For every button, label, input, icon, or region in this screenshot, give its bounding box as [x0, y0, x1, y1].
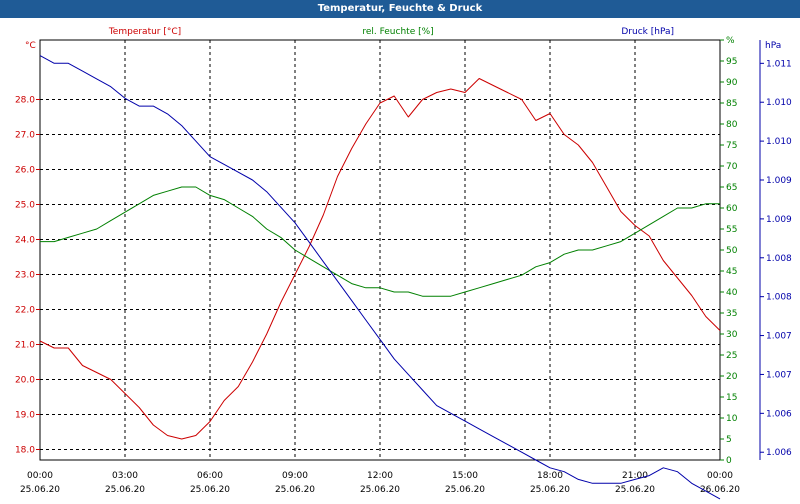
pressure-series-line: [39, 55, 721, 500]
series-lines: [39, 55, 721, 500]
humidity-tick-label: 85: [726, 99, 737, 109]
humidity-tick-label: 70: [726, 162, 738, 172]
date-tick-label: 25.06.20: [530, 485, 570, 495]
pressure-axis-label: Druck [hPa]: [621, 27, 674, 37]
temperature-tick-label: 23.0: [15, 271, 35, 281]
temperature-axis: 18.0 19.0 20.0 21.0 22.0 23.0 24.0 25.0 26.0 27.0…: [15, 41, 40, 456]
date-tick-label: 25.06.20: [275, 485, 315, 495]
pressure-tick-label: 1.007: [766, 332, 792, 342]
temperature-tick-label: 24.0: [15, 236, 35, 246]
humidity-tick-label: 95: [726, 57, 737, 67]
line-chart: 18.0 19.0 20.0 21.0 22.0 23.0 24.0 25.0 26.0 27.0…: [0, 18, 800, 500]
temperature-tick-label: 26.0: [15, 166, 35, 176]
time-tick-label: 18:00: [537, 471, 563, 481]
date-tick-label: 25.06.20: [190, 485, 230, 495]
temperature-tick-label: 25.0: [15, 201, 35, 211]
date-tick-label: 25.06.20: [105, 485, 145, 495]
time-tick-label: 06:00: [197, 471, 223, 481]
time-axis: 00:00 25.06.20 03:00 25.06.20 06:00 25.06.20 0…: [20, 471, 740, 495]
pressure-unit: hPa: [765, 41, 781, 51]
pressure-tick-label: 1.008: [766, 293, 792, 303]
pressure-tick-label: 1.006: [766, 409, 792, 419]
temperature-axis-label: Temperatur [°C]: [108, 27, 181, 37]
time-tick-label: 12:00: [367, 471, 393, 481]
temperature-unit: °C: [25, 41, 36, 51]
humidity-tick-label: 10: [726, 414, 738, 424]
humidity-tick-label: 5: [726, 435, 732, 445]
humidity-tick-label: 20: [726, 372, 738, 382]
temperature-tick-label: 19.0: [15, 411, 35, 421]
temperature-tick-label: 27.0: [15, 131, 35, 141]
humidity-tick-label: 35: [726, 309, 737, 319]
date-tick-label: 25.06.20: [20, 485, 60, 495]
pressure-tick-label: 1.011: [766, 59, 792, 69]
humidity-tick-label: 60: [726, 204, 738, 214]
humidity-series-line: [40, 186, 720, 297]
pressure-axis: 1.006 1.006 1.007 1.007 1.008 1.008 1.009 1.009…: [759, 40, 792, 460]
humidity-tick-label: 65: [726, 183, 737, 193]
date-tick-label: 25.06.20: [360, 485, 400, 495]
time-tick-label: 03:00: [112, 471, 138, 481]
time-tick-label: 00:00: [707, 471, 733, 481]
humidity-tick-label: 40: [726, 288, 738, 298]
pressure-tick-label: 1.010: [766, 98, 792, 108]
pressure-tick-label: 1.010: [766, 137, 792, 147]
time-tick-label: 09:00: [282, 471, 308, 481]
humidity-tick-label: 75: [726, 141, 737, 151]
chart-area: 18.0 19.0 20.0 21.0 22.0 23.0 24.0 25.0 26.0 27.0…: [0, 18, 800, 500]
temperature-series-line: [39, 78, 721, 440]
pressure-tick-label: 1.007: [766, 370, 792, 380]
pressure-tick-label: 1.006: [766, 448, 792, 458]
date-tick-label: 26.06.20: [700, 485, 740, 495]
temperature-tick-label: 18.0: [15, 446, 35, 456]
humidity-tick-label: 25: [726, 351, 737, 361]
humidity-tick-label: 50: [726, 246, 738, 256]
temperature-tick-label: 28.0: [15, 96, 35, 106]
humidity-axis-label: rel. Feuchte [%]: [362, 27, 433, 37]
time-tick-label: 15:00: [452, 471, 478, 481]
humidity-tick-label: 80: [726, 120, 738, 130]
humidity-tick-label: 90: [726, 78, 738, 88]
pressure-tick-label: 1.009: [766, 176, 792, 186]
pressure-tick-label: 1.008: [766, 254, 792, 264]
humidity-tick-label: 0: [726, 456, 732, 466]
time-tick-label: 00:00: [27, 471, 53, 481]
date-tick-label: 25.06.20: [615, 485, 655, 495]
pressure-tick-label: 1.009: [766, 215, 792, 225]
humidity-axis: 0 5 10 15 20 25 30 35 40 45 50 55 60 65 70 75 80 85 90 95%: [720, 36, 738, 466]
temperature-tick-label: 22.0: [15, 306, 35, 316]
humidity-tick-label: 15: [726, 393, 737, 403]
humidity-tick-label: 30: [726, 330, 738, 340]
window-title: Temperatur, Feuchte & Druck: [0, 0, 800, 18]
humidity-tick-label: 55: [726, 225, 737, 235]
humidity-tick-label: 45: [726, 267, 737, 277]
temperature-tick-label: 20.0: [15, 376, 35, 386]
axis-labels: Temperatur [°C] rel. Feuchte [%] Druck [hP…: [108, 27, 674, 37]
time-tick-label: 21:00: [622, 471, 648, 481]
date-tick-label: 25.06.20: [445, 485, 485, 495]
temperature-tick-label: 21.0: [15, 341, 35, 351]
humidity-tick-label: %: [726, 36, 735, 46]
